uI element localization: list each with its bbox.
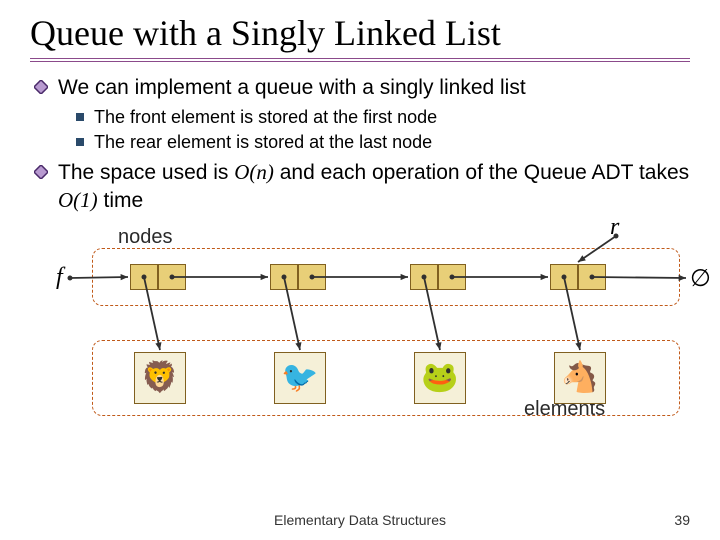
f-arrow <box>62 269 136 286</box>
data-arrow <box>556 269 588 358</box>
bullet-2b: The rear element is stored at the last n… <box>76 132 690 153</box>
next-arrow <box>164 269 276 285</box>
bullet-1: We can implement a queue with a singly l… <box>34 74 690 101</box>
heron-icon: 🐦 <box>281 360 318 395</box>
data-arrow <box>276 269 308 358</box>
diamond-icon <box>34 80 48 94</box>
bullet-1-text: We can implement a queue with a singly l… <box>58 74 526 101</box>
bullet-2a: The front element is stored at the first… <box>76 107 690 128</box>
next-arrow <box>304 269 416 285</box>
element-box: 🐦 <box>274 352 326 404</box>
square-icon <box>76 113 84 121</box>
lion-icon: 🦁 <box>141 360 178 395</box>
bullet-2b-text: The rear element is stored at the last n… <box>94 132 432 153</box>
next-arrow <box>584 269 694 286</box>
bullet-3-text: The space used is O(n) and each operatio… <box>58 159 690 214</box>
square-icon <box>76 138 84 146</box>
frog-icon: 🐸 <box>421 360 458 395</box>
donkey-icon: 🐴 <box>561 360 598 395</box>
element-box: 🐸 <box>414 352 466 404</box>
data-arrow <box>416 269 448 358</box>
element-box: 🦁 <box>134 352 186 404</box>
slide-title: Queue with a Singly Linked List <box>30 12 690 62</box>
element-box: 🐴 <box>554 352 606 404</box>
footer-title: Elementary Data Structures <box>0 512 720 528</box>
data-arrow <box>136 269 168 358</box>
bullet-2a-text: The front element is stored at the first… <box>94 107 437 128</box>
next-arrow <box>444 269 556 285</box>
bullet-3: The space used is O(n) and each operatio… <box>34 159 690 214</box>
page-number: 39 <box>674 512 690 528</box>
linked-list-diagram: nodesfr∅elements🦁🐦🐸🐴 <box>30 220 690 430</box>
diamond-icon <box>34 165 48 179</box>
nodes-label: nodes <box>118 226 173 249</box>
r-arrow <box>570 228 624 270</box>
